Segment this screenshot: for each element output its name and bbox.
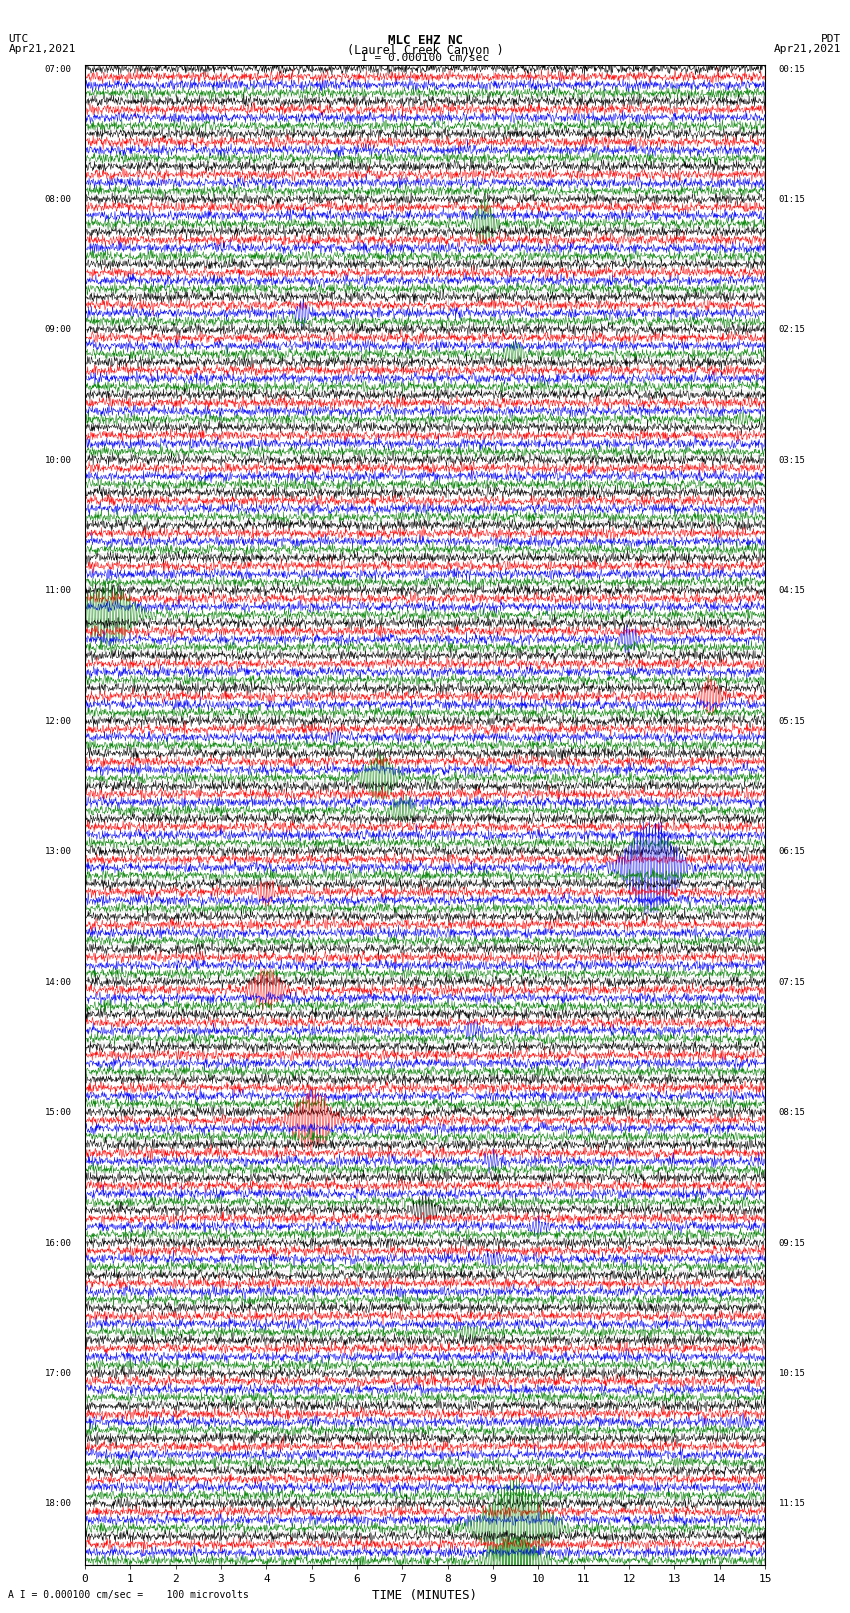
- Text: 12:00: 12:00: [44, 716, 71, 726]
- Text: UTC: UTC: [8, 34, 29, 44]
- Text: 15:00: 15:00: [44, 1108, 71, 1118]
- Text: 08:00: 08:00: [44, 195, 71, 203]
- Text: Apr21,2021: Apr21,2021: [8, 44, 76, 53]
- Text: 06:15: 06:15: [779, 847, 806, 857]
- Text: 01:15: 01:15: [779, 195, 806, 203]
- Text: 00:15: 00:15: [779, 65, 806, 74]
- Text: I = 0.000100 cm/sec: I = 0.000100 cm/sec: [361, 53, 489, 63]
- Text: (Laurel Creek Canyon ): (Laurel Creek Canyon ): [347, 44, 503, 56]
- Text: 05:15: 05:15: [779, 716, 806, 726]
- Text: 10:15: 10:15: [779, 1369, 806, 1378]
- Text: 07:00: 07:00: [44, 65, 71, 74]
- Text: 17:00: 17:00: [44, 1369, 71, 1378]
- Text: 09:00: 09:00: [44, 326, 71, 334]
- Text: A I = 0.000100 cm/sec =    100 microvolts: A I = 0.000100 cm/sec = 100 microvolts: [8, 1590, 249, 1600]
- Text: PDT: PDT: [821, 34, 842, 44]
- Text: Apr21,2021: Apr21,2021: [774, 44, 842, 53]
- Text: 02:15: 02:15: [779, 326, 806, 334]
- Text: 07:15: 07:15: [779, 977, 806, 987]
- X-axis label: TIME (MINUTES): TIME (MINUTES): [372, 1589, 478, 1602]
- Text: 14:00: 14:00: [44, 977, 71, 987]
- Text: 11:00: 11:00: [44, 586, 71, 595]
- Text: 03:15: 03:15: [779, 456, 806, 465]
- Text: 10:00: 10:00: [44, 456, 71, 465]
- Text: 04:15: 04:15: [779, 586, 806, 595]
- Text: 09:15: 09:15: [779, 1239, 806, 1247]
- Text: 13:00: 13:00: [44, 847, 71, 857]
- Text: 16:00: 16:00: [44, 1239, 71, 1247]
- Text: 18:00: 18:00: [44, 1500, 71, 1508]
- Text: 08:15: 08:15: [779, 1108, 806, 1118]
- Text: 11:15: 11:15: [779, 1500, 806, 1508]
- Text: MLC EHZ NC: MLC EHZ NC: [388, 34, 462, 47]
